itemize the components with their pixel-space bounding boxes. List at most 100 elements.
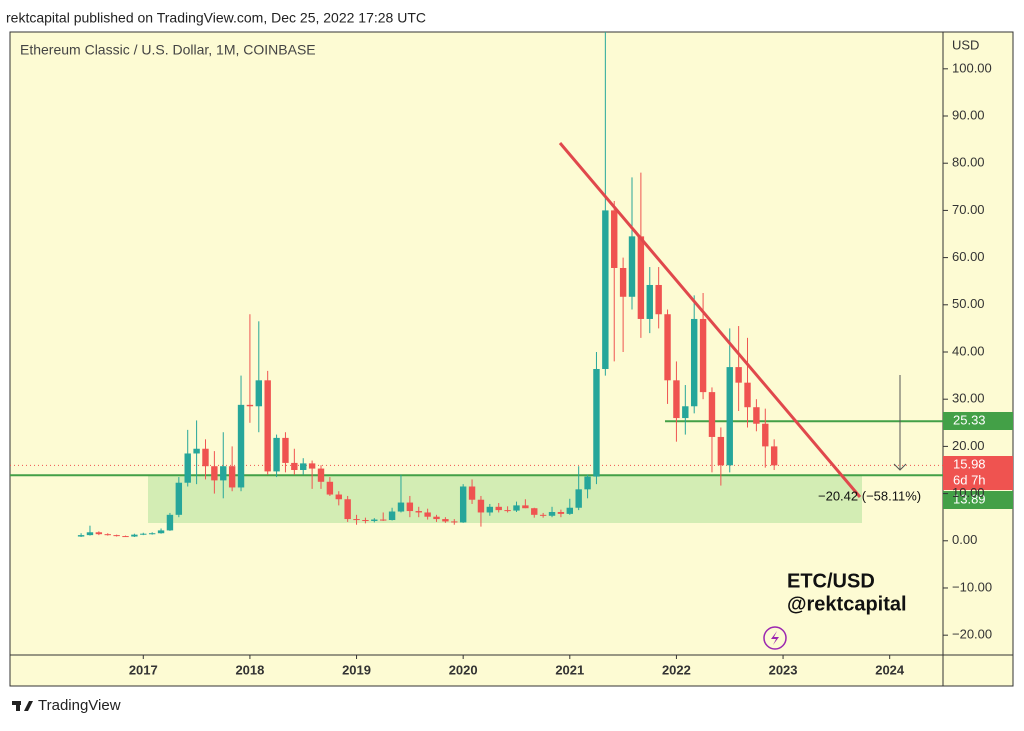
candle-body [504, 510, 511, 512]
candle-body [566, 507, 573, 514]
y-tick-label: −10.00 [952, 579, 992, 594]
candle-body [602, 210, 609, 369]
candle-body [157, 530, 165, 534]
candle-body [202, 448, 209, 467]
candle-body [353, 519, 360, 521]
x-tick-label: 2023 [769, 662, 798, 677]
countdown: 6d 7h [953, 472, 986, 487]
candle-body [691, 318, 698, 407]
x-tick-label: 2019 [342, 662, 371, 677]
candle-body [708, 392, 716, 437]
y-tick-label: 100.00 [952, 60, 992, 75]
candle-body [495, 506, 502, 511]
x-tick-label: 2022 [662, 662, 691, 677]
candle-body [451, 521, 458, 523]
candle-body [131, 534, 138, 537]
candle-body [593, 368, 600, 477]
event-icon[interactable] [763, 626, 787, 650]
candle-body [211, 466, 218, 481]
chart-frame [9, 31, 1014, 687]
candle-body [637, 236, 645, 319]
support-zone [148, 475, 862, 523]
candle-body [317, 468, 325, 482]
candle-body [664, 314, 671, 381]
candle-body [104, 534, 111, 536]
candle-body [753, 407, 760, 424]
candle-body [468, 486, 476, 500]
candle-body [193, 448, 200, 454]
price-label: 25.33 [953, 412, 986, 427]
candle-body [575, 489, 582, 508]
candle-body [522, 505, 529, 509]
y-tick-label: 30.00 [952, 391, 985, 406]
y-tick-label: −20.00 [952, 627, 992, 642]
candle-body [264, 380, 271, 472]
candle-body [140, 533, 147, 535]
x-tick-label: 2021 [555, 662, 584, 677]
candle-body [513, 505, 520, 511]
candle-body [655, 284, 662, 315]
price-box [943, 412, 1013, 430]
y-tick-label: 0.00 [952, 532, 977, 547]
candle-body [628, 236, 636, 297]
candle-body [762, 423, 769, 447]
candle-body [477, 499, 485, 513]
candle-body [433, 516, 440, 520]
candle-body [335, 494, 342, 500]
candle-body [548, 511, 556, 516]
y-tick-label: 90.00 [952, 107, 985, 122]
candle-body [220, 466, 227, 481]
candle-body [646, 284, 653, 319]
candle-body [308, 463, 316, 469]
candle-body [166, 514, 174, 531]
candle-body [326, 481, 334, 495]
candle-body [77, 535, 85, 537]
watermark: ETC/USD [787, 570, 875, 592]
candle-body [726, 367, 733, 466]
candle-body [744, 382, 751, 408]
candle-body [584, 476, 591, 490]
watermark: @rektcapital [787, 593, 907, 615]
price-label: 15.98 [953, 456, 986, 471]
candle-body [282, 437, 289, 463]
candle-body [459, 486, 467, 523]
axis-title: USD [952, 37, 979, 52]
candle-body [344, 499, 351, 520]
x-tick-label: 2020 [449, 662, 478, 677]
candle-body [539, 514, 547, 516]
y-tick-label: 10.00 [952, 485, 985, 500]
candle-body [273, 437, 280, 472]
measure-arrowhead [893, 463, 907, 471]
candle-body [86, 532, 94, 536]
candle-body [442, 519, 449, 522]
candle-body [486, 506, 494, 513]
candle-body [682, 406, 689, 419]
x-tick-label: 2017 [129, 662, 158, 677]
candle-body [735, 367, 742, 383]
candle-body [95, 532, 103, 535]
candle-body [228, 466, 236, 488]
candle-body [175, 482, 183, 515]
candle-body [717, 436, 725, 466]
y-tick-label: 80.00 [952, 155, 985, 170]
candle-body [246, 404, 254, 407]
event-icon-bolt [771, 631, 779, 645]
y-tick-label: 70.00 [952, 202, 985, 217]
publisher: rektcapital published on TradingView.com… [6, 10, 426, 26]
y-tick-label: 60.00 [952, 249, 985, 264]
candle-body [415, 511, 422, 513]
chart-title: Ethereum Classic / U.S. Dollar, 1M, COIN… [20, 42, 316, 58]
candle-body [148, 533, 156, 535]
candle-body [397, 502, 405, 512]
footer-brand: TradingView [38, 697, 121, 714]
y-tick-label: 40.00 [952, 343, 985, 358]
price-box [943, 456, 1013, 490]
candle-body [424, 512, 431, 517]
candle-body [557, 511, 565, 514]
candle-body [255, 380, 262, 407]
y-tick-label: 50.00 [952, 296, 985, 311]
measure-label: −20.42 (−58.11%) [818, 488, 921, 503]
candle-body [619, 267, 627, 297]
candle-body [406, 502, 414, 512]
